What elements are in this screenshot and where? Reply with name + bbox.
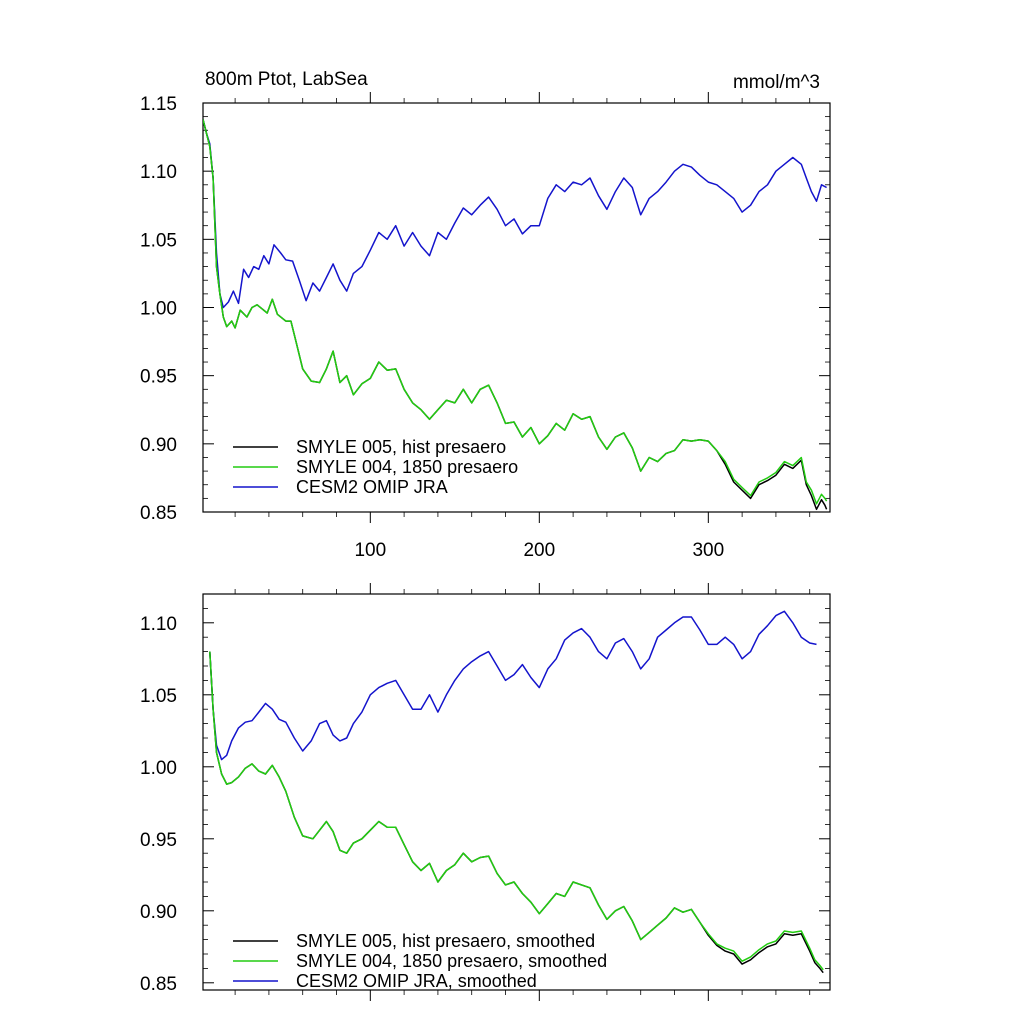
y-tick-label: 0.95 <box>140 367 177 388</box>
y-tick-label: 1.10 <box>140 162 177 183</box>
y-tick-label: 0.85 <box>140 974 177 995</box>
series-line-3 <box>203 119 827 309</box>
y-tick-label: 0.90 <box>140 435 177 456</box>
legend-label-2: SMYLE 004, 1850 presaero <box>296 457 518 477</box>
series-line-2 <box>209 651 824 971</box>
y-tick-label: 1.00 <box>140 758 177 779</box>
legend-label-3: CESM2 OMIP JRA <box>296 477 448 497</box>
y-tick-label: 0.85 <box>140 503 177 524</box>
x-tick-label: 300 <box>692 540 724 561</box>
y-tick-label: 1.00 <box>140 299 177 320</box>
chart-title: 800m Ptot, LabSea <box>205 69 368 90</box>
series-line-1 <box>209 651 824 974</box>
top-panel: 0.85 0.90 0.95 1.00 1.05 1.10 1.15 100 200 300 800… <box>140 69 831 561</box>
units-label: mmol/m^3 <box>733 72 820 93</box>
y-tick-label: 1.05 <box>140 686 177 707</box>
y-tick-label: 0.90 <box>140 902 177 923</box>
legend-label-3: CESM2 OMIP JRA, smoothed <box>296 971 537 991</box>
x-tick-label: 200 <box>523 540 555 561</box>
legend-label-1: SMYLE 005, hist presaero, smoothed <box>296 931 595 951</box>
series-line-3 <box>209 610 817 761</box>
y-tick-label: 1.15 <box>140 94 177 115</box>
legend-label-1: SMYLE 005, hist presaero <box>296 437 506 457</box>
x-tick-label: 100 <box>354 540 386 561</box>
y-tick-label: 1.10 <box>140 614 177 635</box>
legend-label-2: SMYLE 004, 1850 presaero, smoothed <box>296 951 607 971</box>
y-tick-label: 1.05 <box>140 230 177 251</box>
series-line-2 <box>203 119 828 505</box>
plot-frame <box>202 593 831 991</box>
y-tick-label: 0.95 <box>140 830 177 851</box>
bottom-panel: 0.85 0.90 0.95 1.00 1.05 1.10 SMYLE 005, hist … <box>140 583 831 1001</box>
